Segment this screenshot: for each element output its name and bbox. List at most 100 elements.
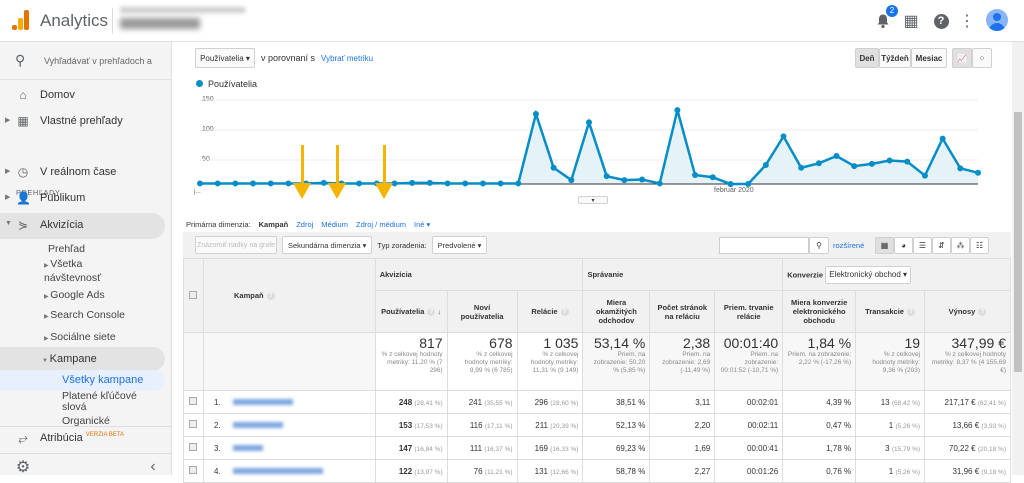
data-point[interactable] — [267, 180, 274, 187]
sidebar-item-google-ads[interactable]: ▶ Google Ads — [44, 289, 105, 301]
select-all-checkbox[interactable] — [189, 290, 198, 299]
sidebar-item-all-traffic[interactable]: ▶ Všetka návštevnosť — [44, 258, 102, 284]
data-point[interactable] — [692, 172, 699, 179]
data-point[interactable] — [497, 180, 504, 187]
conversion-select[interactable]: Elektronický obchod ▾ — [825, 265, 912, 284]
data-point[interactable] — [214, 180, 221, 187]
data-point[interactable] — [886, 157, 893, 164]
dimension-medium[interactable]: Médium — [321, 219, 348, 229]
report-search[interactable]: ⚲ Vyhľadávať v prehľadoch a p — [0, 42, 172, 80]
data-point[interactable] — [762, 161, 769, 168]
sidebar-item-acquisition[interactable]: ▼ ⋟ Akvizícia — [0, 213, 165, 239]
week-button[interactable]: Týždeň — [879, 48, 911, 68]
data-point[interactable] — [550, 164, 557, 171]
data-point[interactable] — [621, 177, 628, 184]
data-point[interactable] — [851, 163, 858, 170]
header-revenue[interactable]: Výnosy? — [924, 290, 1011, 333]
row-checkbox[interactable] — [189, 420, 198, 428]
data-point[interactable] — [780, 133, 787, 140]
sidebar-item-home[interactable]: ⌂ Domov — [0, 83, 165, 108]
sidebar-item-social[interactable]: ▶ Sociálne siete — [44, 331, 116, 343]
plot-rows-button[interactable]: Znázorniť riadky na grafe — [195, 236, 277, 254]
performance-view-icon[interactable]: ☰ — [913, 237, 932, 254]
month-button[interactable]: Mesiac — [911, 48, 947, 68]
row-checkbox[interactable] — [189, 443, 198, 451]
header-transactions[interactable]: Transakcie? — [855, 290, 926, 333]
header-conv-rate[interactable]: Miera konverzie elektronického obchodu — [782, 290, 857, 333]
data-point[interactable] — [833, 153, 840, 159]
data-point[interactable] — [426, 179, 433, 186]
data-point[interactable] — [586, 119, 592, 126]
sort-type-select[interactable]: Predvolené ▾ — [431, 236, 488, 254]
data-point[interactable] — [709, 174, 716, 181]
data-point[interactable] — [356, 180, 363, 187]
scrollbar[interactable] — [1012, 42, 1024, 475]
data-point[interactable] — [250, 180, 257, 187]
data-point[interactable] — [656, 180, 663, 187]
campaign-link[interactable] — [232, 399, 293, 406]
expand-chart-button[interactable]: ▾ — [578, 196, 608, 204]
data-point[interactable] — [391, 180, 398, 187]
sidebar-item-realtime[interactable]: ▶ ◷ V reálnom čase — [5, 165, 117, 179]
header-avg-duration[interactable]: Priem. trvanie relácie — [714, 290, 784, 333]
search-icon[interactable]: ⚲ — [809, 237, 829, 254]
more-vert-icon[interactable]: ⋮ — [959, 13, 975, 30]
avatar[interactable] — [986, 9, 1008, 31]
sidebar-item-campaigns[interactable]: ▼ Kampane — [0, 347, 165, 371]
row-checkbox[interactable] — [189, 466, 198, 474]
data-point[interactable] — [798, 164, 805, 171]
header-sessions[interactable]: Relácie? — [516, 290, 584, 333]
metric-select[interactable]: Používatelia ▾ — [195, 48, 255, 68]
data-point[interactable] — [444, 180, 451, 187]
header-bounce-rate[interactable]: Miera okamžitých odchodov — [582, 290, 651, 333]
comparison-view-icon[interactable]: ⇵ — [932, 237, 951, 254]
advanced-filter-link[interactable]: rozšírené — [833, 241, 865, 250]
data-point[interactable] — [904, 158, 911, 165]
data-point[interactable] — [868, 160, 875, 167]
data-point[interactable] — [232, 180, 239, 187]
bell-icon[interactable] — [872, 10, 894, 32]
data-point[interactable] — [639, 176, 646, 183]
data-point[interactable] — [462, 180, 469, 187]
help-icon[interactable]: ? — [930, 10, 952, 32]
data-point[interactable] — [921, 172, 928, 179]
data-point[interactable] — [568, 177, 575, 184]
sidebar-item-all-campaigns[interactable]: Všetky kampane — [0, 370, 165, 391]
pivot-view-icon[interactable]: ☷ — [970, 237, 989, 254]
data-point[interactable] — [815, 160, 822, 167]
data-point[interactable] — [674, 107, 681, 114]
data-point[interactable] — [603, 173, 610, 180]
data-point[interactable] — [532, 111, 539, 117]
term-cloud-icon[interactable]: ⁂ — [951, 237, 970, 254]
pie-view-icon[interactable]: ◕ — [894, 237, 913, 254]
sidebar-item-attribution[interactable]: ⥂ Atribúcia VERZIA BETA — [0, 426, 165, 451]
header-new-users[interactable]: Noví používatelia — [446, 290, 518, 333]
data-point[interactable] — [409, 179, 416, 186]
line-chart-icon[interactable]: 📈 — [952, 48, 972, 68]
data-point[interactable] — [320, 179, 327, 186]
dimension-other[interactable]: Iné ▾ — [414, 219, 431, 229]
motion-chart-icon[interactable]: ⁘ — [972, 48, 992, 68]
table-search-input[interactable] — [719, 237, 809, 254]
header-pages-session[interactable]: Počet stránok na reláciu — [649, 290, 716, 333]
data-point[interactable] — [197, 180, 203, 187]
sidebar-item-organic[interactable]: Organické — [62, 415, 110, 426]
sidebar-item-overview[interactable]: Prehľad — [48, 243, 85, 255]
data-point[interactable] — [727, 181, 734, 187]
campaign-link[interactable] — [232, 445, 263, 452]
apps-grid-icon[interactable]: ▦ — [903, 13, 919, 30]
header-users[interactable]: Používatelia? ↓ — [374, 290, 448, 333]
data-point[interactable] — [745, 181, 752, 187]
settings-gear-icon[interactable]: ⚙ — [15, 459, 31, 476]
campaign-link[interactable] — [232, 468, 323, 475]
dimension-campaign[interactable]: Kampaň — [258, 219, 289, 229]
table-view-icon[interactable]: ▦ — [875, 237, 894, 254]
header-campaign[interactable]: Kampaň? — [202, 258, 376, 333]
sidebar-item-paid-keywords[interactable]: Platené kľúčové slová — [62, 390, 137, 413]
data-point[interactable] — [939, 135, 946, 142]
sidebar-item-audience[interactable]: ▶ 👤 Publikum — [5, 191, 86, 205]
data-point[interactable] — [975, 169, 981, 176]
data-point[interactable] — [285, 180, 292, 187]
data-point[interactable] — [957, 165, 964, 172]
sidebar-item-search-console[interactable]: ▶ Search Console — [44, 309, 125, 321]
